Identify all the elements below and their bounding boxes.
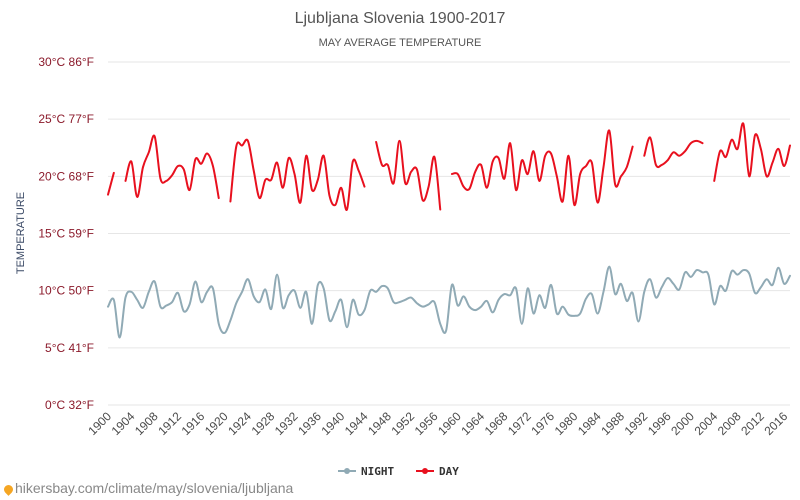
source-footer[interactable]: hikersbay.com/climate/may/slovenia/ljubl… — [2, 480, 294, 496]
x-tick-label: 2008 — [715, 409, 744, 438]
y-tick-label: 20°C 68°F — [38, 169, 94, 183]
x-tick-label: 1936 — [295, 409, 324, 438]
y-tick-label: 30°C 86°F — [38, 55, 94, 69]
series-line-day — [450, 129, 634, 206]
x-tick-label: 1932 — [272, 409, 301, 438]
x-tick-label: 2004 — [692, 409, 721, 438]
series-line-night — [107, 265, 791, 339]
legend-marker-night — [344, 468, 350, 474]
y-tick-label: 10°C 50°F — [38, 284, 94, 298]
y-axis-ticks: 0°C 32°F 5°C 41°F 10°C 50°F 15°C 59°F 20°C 6… — [38, 55, 94, 412]
x-tick-label: 1968 — [482, 409, 511, 438]
y-tick-label: 0°C 32°F — [45, 398, 94, 412]
series-line-day — [107, 171, 115, 196]
x-tick-label: 1948 — [365, 409, 394, 438]
location-pin-icon — [2, 482, 15, 496]
series-line-day — [375, 139, 442, 211]
x-axis-ticks: 1900190419081912191619201924192819321936… — [85, 409, 790, 438]
x-tick-label: 1960 — [435, 409, 464, 438]
grid-lines — [108, 61, 790, 406]
legend-label-night: NIGHT — [361, 465, 394, 478]
x-tick-label: 1900 — [85, 409, 114, 438]
series-line-day — [124, 134, 220, 200]
x-tick-label: 1992 — [622, 409, 651, 438]
legend-marker-day — [422, 468, 428, 474]
x-tick-label: 1940 — [319, 409, 348, 438]
x-tick-label: 2012 — [738, 409, 767, 438]
x-tick-label: 1996 — [645, 409, 674, 438]
legend-label-day: DAY — [439, 465, 459, 478]
x-tick-label: 1944 — [342, 409, 371, 438]
series-day — [107, 122, 791, 211]
x-tick-label: 1904 — [109, 409, 138, 438]
x-tick-label: 1928 — [249, 409, 278, 438]
x-tick-label: 1916 — [179, 409, 208, 438]
x-tick-label: 1988 — [598, 409, 627, 438]
x-tick-label: 2016 — [762, 409, 791, 438]
series-lines — [107, 122, 791, 339]
y-tick-label: 5°C 41°F — [45, 341, 94, 355]
x-tick-label: 1984 — [575, 409, 604, 438]
x-tick-label: 1964 — [458, 409, 487, 438]
x-tick-label: 1956 — [412, 409, 441, 438]
x-tick-label: 1976 — [528, 409, 557, 438]
series-line-day — [643, 136, 704, 169]
series-line-day — [229, 138, 366, 211]
y-tick-label: 25°C 77°F — [38, 112, 94, 126]
chart-title: Ljubljana Slovenia 1900-2017 — [295, 10, 506, 27]
x-tick-label: 2000 — [668, 409, 697, 438]
x-tick-label: 1924 — [225, 409, 254, 438]
series-night — [107, 265, 791, 339]
y-axis-label: TEMPERATURE — [15, 192, 27, 274]
x-tick-label: 1972 — [505, 409, 534, 438]
legend: NIGHT DAY — [338, 465, 459, 478]
x-tick-label: 1908 — [132, 409, 161, 438]
y-tick-label: 15°C 59°F — [38, 227, 94, 241]
x-tick-label: 1980 — [552, 409, 581, 438]
x-tick-label: 1952 — [388, 409, 417, 438]
chart-subtitle: MAY AVERAGE TEMPERATURE — [319, 37, 482, 49]
x-tick-label: 1912 — [155, 409, 184, 438]
source-link[interactable]: hikersbay.com/climate/may/slovenia/ljubl… — [15, 480, 294, 496]
series-line-day — [713, 122, 791, 182]
x-tick-label: 1920 — [202, 409, 231, 438]
